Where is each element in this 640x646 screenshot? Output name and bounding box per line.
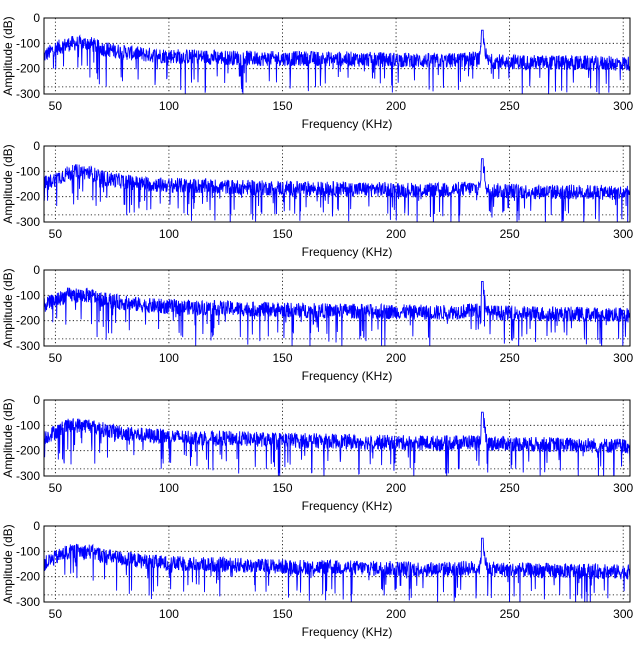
- series-line: [44, 158, 630, 222]
- x-tick-label: 100: [159, 481, 179, 495]
- y-tick-label: 0: [33, 263, 40, 277]
- chart-panel-4: 0 -100 -200 -300 50 100 150 200 250 300 Frequency …: [1, 393, 634, 513]
- y-tick-label: -100: [16, 544, 40, 558]
- plot-frame: [43, 17, 631, 95]
- chart-panel-1: 0 -100 -200 -300 50 100 150 200 250 300 Frequency …: [1, 11, 634, 131]
- plot-frame: [43, 145, 631, 223]
- y-tick-label: -100: [16, 164, 40, 178]
- x-tick-label: 100: [159, 607, 179, 621]
- y-tick-label: 0: [33, 393, 40, 407]
- x-tick-label: 200: [386, 607, 406, 621]
- series-line: [44, 280, 630, 346]
- y-tick-label: -200: [16, 444, 40, 458]
- x-tick-label: 50: [49, 607, 63, 621]
- x-tick-label: 50: [49, 351, 63, 365]
- y-tick-label: -300: [16, 215, 40, 229]
- y-tick-label: 0: [33, 11, 40, 25]
- y-tick-label: -300: [16, 87, 40, 101]
- y-tick-label: -200: [16, 314, 40, 328]
- y-tick-label: -200: [16, 62, 40, 76]
- x-tick-label: 300: [613, 351, 633, 365]
- x-axis-label: Frequency (KHz): [302, 499, 393, 513]
- y-tick-label: -300: [16, 469, 40, 483]
- x-tick-label: 250: [500, 227, 520, 241]
- y-tick-label: -100: [16, 288, 40, 302]
- y-axis-label: Amplitude (dB): [1, 524, 15, 603]
- chart-panel-3: 0 -100 -200 -300 50 100 150 200 250 300 Frequency …: [1, 263, 634, 383]
- plot-frame: [43, 525, 631, 603]
- x-tick-label: 100: [159, 99, 179, 113]
- y-tick-label: -300: [16, 339, 40, 353]
- x-tick-label: 100: [159, 227, 179, 241]
- x-tick-label: 200: [386, 99, 406, 113]
- plot-frame: [43, 399, 631, 477]
- x-tick-label: 300: [613, 227, 633, 241]
- x-tick-label: 200: [386, 481, 406, 495]
- x-tick-label: 50: [49, 481, 63, 495]
- x-tick-label: 300: [613, 99, 633, 113]
- x-tick-label: 50: [49, 227, 63, 241]
- y-axis-label: Amplitude (dB): [1, 268, 15, 347]
- y-tick-label: -200: [16, 190, 40, 204]
- x-tick-label: 200: [386, 351, 406, 365]
- x-tick-label: 200: [386, 227, 406, 241]
- x-tick-label: 250: [500, 351, 520, 365]
- y-tick-label: -100: [16, 36, 40, 50]
- y-tick-label: -100: [16, 418, 40, 432]
- x-tick-label: 250: [500, 607, 520, 621]
- series-line: [44, 537, 630, 602]
- x-tick-label: 250: [500, 99, 520, 113]
- chart-panel-2: 0 -100 -200 -300 50 100 150 200 250 300 Frequency …: [1, 139, 634, 259]
- x-tick-label: 150: [272, 351, 292, 365]
- x-axis-label: Frequency (KHz): [302, 369, 393, 383]
- plot-frame: [43, 269, 631, 347]
- x-tick-label: 150: [272, 607, 292, 621]
- x-tick-label: 100: [159, 351, 179, 365]
- x-tick-label: 150: [272, 481, 292, 495]
- y-axis-label: Amplitude (dB): [1, 144, 15, 223]
- series-line: [44, 411, 630, 476]
- x-tick-label: 150: [272, 99, 292, 113]
- x-tick-label: 300: [613, 607, 633, 621]
- y-axis-label: Amplitude (dB): [1, 398, 15, 477]
- series-line: [44, 29, 630, 94]
- x-tick-label: 50: [49, 99, 63, 113]
- x-tick-label: 250: [500, 481, 520, 495]
- x-axis-label: Frequency (KHz): [302, 245, 393, 259]
- y-tick-label: 0: [33, 139, 40, 153]
- chart-panel-5: 0 -100 -200 -300 50 100 150 200 250 300 Frequency …: [1, 519, 634, 639]
- x-axis-label: Frequency (KHz): [302, 625, 393, 639]
- x-tick-label: 150: [272, 227, 292, 241]
- y-axis-label: Amplitude (dB): [1, 16, 15, 95]
- x-axis-label: Frequency (KHz): [302, 117, 393, 131]
- y-tick-label: -300: [16, 595, 40, 609]
- y-tick-label: -200: [16, 570, 40, 584]
- x-tick-label: 300: [613, 481, 633, 495]
- y-tick-label: 0: [33, 519, 40, 533]
